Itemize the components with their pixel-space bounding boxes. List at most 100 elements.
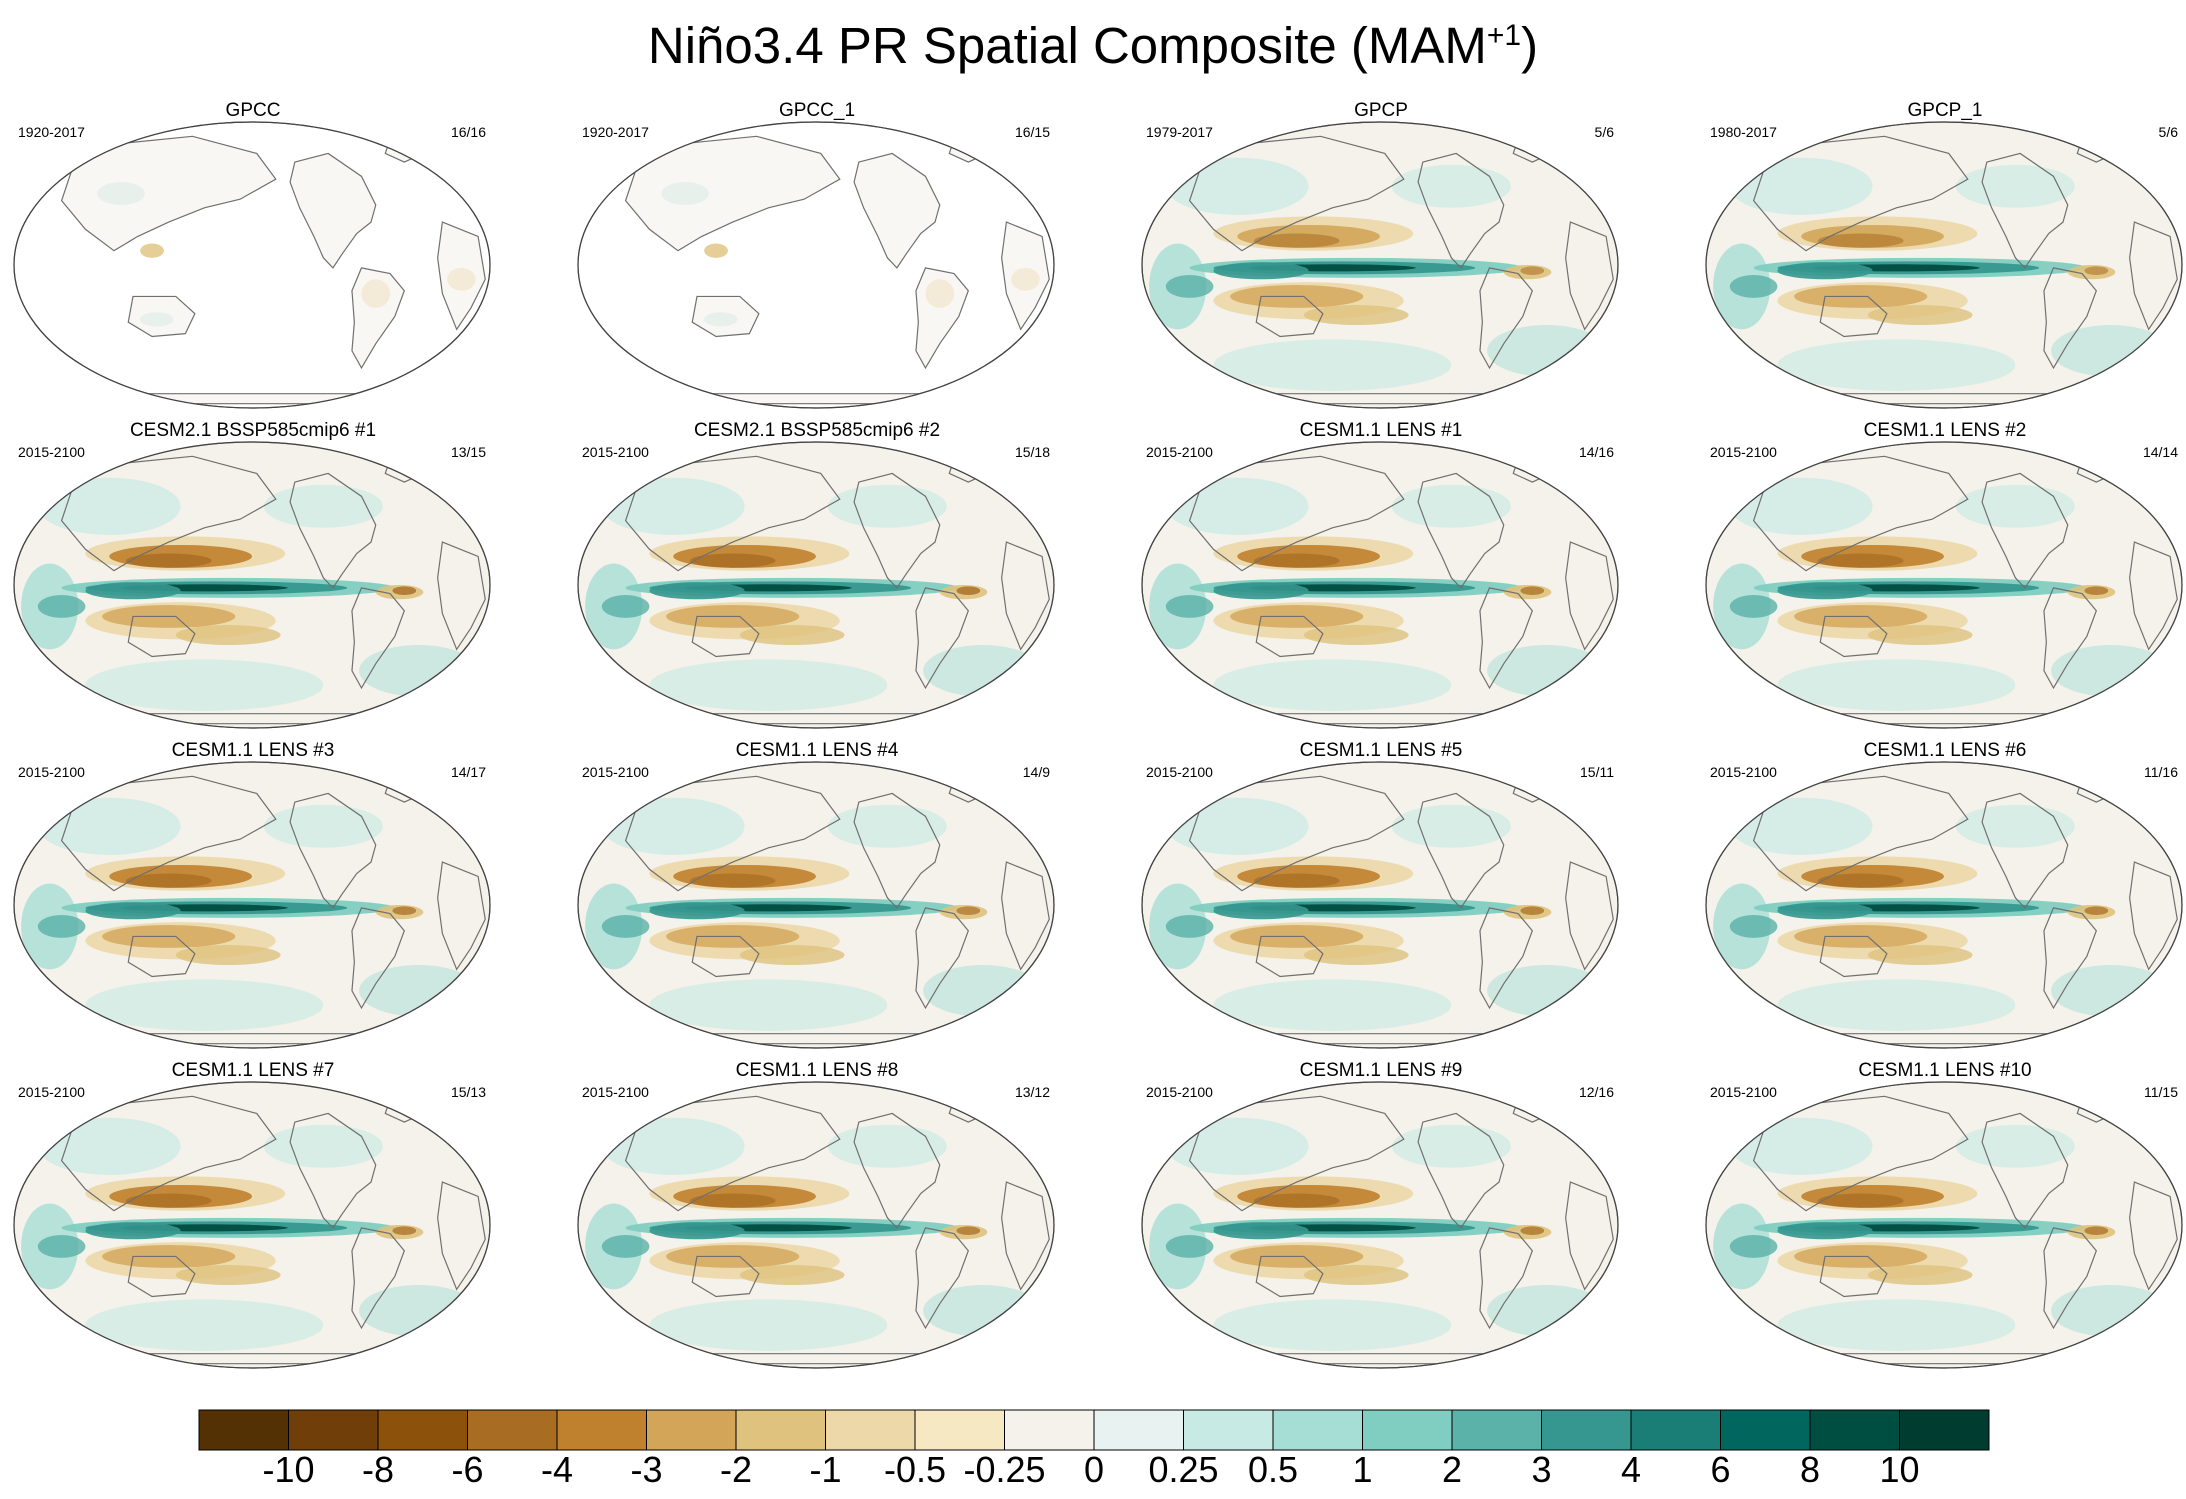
colorbar-tick-label: 6 [1710,1449,1731,1490]
panel-count: 13/12 [1014,1084,1050,1100]
panel-count: 15/11 [1580,764,1614,780]
precip-field [585,455,1050,725]
colorbar [198,1409,1990,1451]
panel-title: CESM1.1 LENS #8 [735,1060,899,1081]
panel-count: 5/6 [1594,124,1614,140]
colorbar-tick-label: -3 [630,1449,663,1490]
panel-years: 1920-2017 [582,124,649,140]
world-map [577,121,1055,409]
precip-field [585,1095,1050,1365]
precip-field [21,455,486,725]
panel-years: 2015-2100 [582,1084,649,1100]
panel-count: 15/13 [450,1084,486,1100]
panel-count: 12/16 [1578,1084,1614,1100]
map-panel: CESM1.1 LENS #9 2015-2100 12/16 [1136,1060,1626,1380]
panel-count: 14/9 [1022,764,1050,780]
colorbar-tick-label: -4 [540,1449,574,1490]
figure-title-text: Niño3.4 PR Spatial Composite (MAM [647,17,1487,74]
colorbar-tick-label: -10 [262,1449,315,1490]
panel-title: CESM1.1 LENS #6 [1863,740,2027,761]
world-map [1705,441,2183,729]
colorbar-swatch [825,1409,916,1451]
map-panel: CESM1.1 LENS #10 2015-2100 11/15 [1700,1060,2186,1380]
panel-count: 14/14 [2142,444,2178,460]
map-panel: GPCP 1979-2017 5/6 [1136,100,1626,420]
panel-count: 13/15 [450,444,486,460]
world-map [1141,761,1619,1049]
panel-title: CESM1.1 LENS #2 [1863,420,2027,441]
colorbar-tick-label: 2 [1441,1449,1463,1490]
world-map [13,441,491,729]
world-map [1141,441,1619,729]
panel-title: GPCP_1 [1907,100,1983,121]
figure-title-close: ) [1521,17,1539,74]
map-panel: CESM1.1 LENS #6 2015-2100 11/16 [1700,740,2186,1060]
precip-field [1713,135,2178,405]
world-map [13,121,491,409]
world-map [1141,121,1619,409]
precip-field [1149,135,1614,405]
world-map [1141,1081,1619,1369]
panel-count: 16/15 [1014,124,1050,140]
world-map [13,1081,491,1369]
colorbar-tick-label: 8 [1799,1449,1821,1490]
colorbar-swatch [377,1409,468,1451]
panel-years: 2015-2100 [18,1084,85,1100]
colorbar-tick-label: 4 [1620,1449,1642,1490]
panel-title: CESM1.1 LENS #4 [735,740,899,761]
panel-years: 2015-2100 [582,764,649,780]
figure-title-superscript: +1 [1486,19,1522,52]
colorbar-swatch [556,1409,647,1451]
colorbar-tick-label: 10 [1879,1449,1920,1490]
colorbar-swatch [1272,1409,1363,1451]
colorbar-swatch [1004,1409,1095,1451]
precip-field [1713,775,2178,1045]
colorbar-tick-label: -8 [361,1449,395,1490]
panel-count: 14/16 [1578,444,1614,460]
map-panel: GPCC 1920-2017 16/16 [8,100,498,420]
colorbar-tick-label: -2 [719,1449,753,1490]
panel-years: 2015-2100 [18,444,85,460]
colorbar-tick-label: -6 [451,1449,484,1490]
map-panel: CESM2.1 BSSP585cmip6 #1 2015-2100 13/15 [8,420,498,740]
colorbar-swatch [1630,1409,1721,1451]
panel-title: CESM1.1 LENS #1 [1299,420,1463,441]
panel-title: CESM1.1 LENS #5 [1299,740,1463,761]
precip-field [624,135,1050,405]
precip-field [1713,455,2178,725]
colorbar-tick-label: 1 [1352,1449,1373,1490]
colorbar-tick-label: 0 [1083,1449,1105,1490]
colorbar-swatch [1183,1409,1274,1451]
precip-field [585,775,1050,1045]
panel-years: 2015-2100 [1710,1084,1777,1100]
panel-years: 1979-2017 [1146,124,1213,140]
colorbar-tick-label: -0.5 [883,1449,947,1490]
world-map [1705,761,2183,1049]
map-panel: CESM1.1 LENS #4 2015-2100 14/9 [572,740,1062,1060]
colorbar-swatch [1899,1409,1990,1451]
map-panel: CESM1.1 LENS #5 2015-2100 15/11 [1136,740,1626,1060]
colorbar-tick-label: 3 [1531,1449,1552,1490]
map-panel: CESM1.1 LENS #3 2015-2100 14/17 [8,740,498,1060]
colorbar-tick-label: -1 [809,1449,842,1490]
panel-count: 16/16 [450,124,486,140]
panel-title: CESM1.1 LENS #9 [1299,1060,1463,1081]
colorbar-swatch [288,1409,379,1451]
map-panel: GPCP_1 1980-2017 5/6 [1700,100,2186,420]
panel-title: CESM1.1 LENS #7 [171,1060,335,1081]
panel-count: 11/15 [2144,1084,2178,1100]
panel-title: CESM1.1 LENS #3 [171,740,335,761]
panel-title: CESM2.1 BSSP585cmip6 #2 [693,420,941,441]
panel-years: 2015-2100 [1710,444,1777,460]
colorbar-tick-label: 0.5 [1247,1449,1299,1490]
colorbar-swatch [1541,1409,1632,1451]
world-map [577,761,1055,1049]
world-map [13,761,491,1049]
panel-years: 2015-2100 [582,444,649,460]
panel-count: 15/18 [1014,444,1050,460]
panel-title: GPCC_1 [778,100,856,121]
figure-title: Niño3.4 PR Spatial Composite (MAM+1) [0,6,2186,76]
panel-years: 2015-2100 [1146,444,1213,460]
precip-field [60,135,486,405]
panel-years: 2015-2100 [18,764,85,780]
